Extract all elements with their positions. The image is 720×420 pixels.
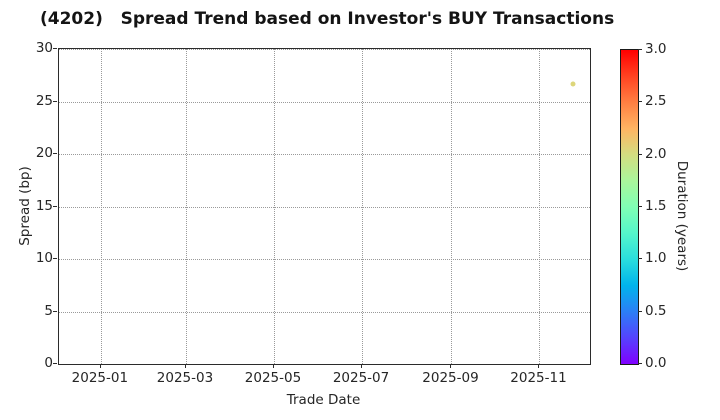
x-tick-mark	[361, 364, 363, 368]
colorbar-tick-mark	[638, 49, 642, 50]
x-tick-mark	[272, 364, 274, 368]
y-tick-label: 25	[35, 92, 53, 109]
x-axis-label: Trade Date	[286, 392, 361, 408]
x-tick-label: 2025-01	[71, 370, 129, 386]
y-tick-mark	[53, 310, 57, 312]
colorbar-tick-mark	[638, 101, 642, 103]
colorbar-tick-mark	[638, 363, 642, 364]
colorbar-tick-label: 1.5	[645, 198, 667, 214]
y-tick-label: 10	[35, 250, 53, 266]
data-point	[570, 81, 576, 87]
y-tick-mark	[53, 258, 57, 259]
y-tick-mark	[53, 363, 57, 364]
x-tick-label: 2025-09	[422, 370, 479, 386]
y-gridline	[59, 49, 590, 50]
colorbar-tick-label: 0.5	[645, 302, 667, 319]
colorbar-tick-mark	[638, 310, 642, 312]
x-tick-label: 2025-05	[244, 370, 302, 386]
y-tick-label: 0	[44, 355, 53, 371]
colorbar-tick-label: 1.0	[645, 250, 667, 267]
y-tick-label: 20	[35, 145, 53, 161]
colorbar-tick-label: 2.0	[645, 145, 667, 162]
x-tick-label: 2025-03	[156, 370, 214, 386]
colorbar-gradient	[620, 49, 639, 365]
y-tick-label: 5	[44, 302, 53, 319]
colorbar-tick-label: 3.0	[645, 41, 667, 57]
x-tick-mark	[184, 364, 186, 368]
colorbar-axis-label: Duration (years)	[674, 160, 690, 272]
chart-title: (4202) Spread Trend based on Investor's …	[40, 9, 615, 29]
colorbar-tick-mark	[638, 153, 642, 155]
y-tick-mark	[53, 153, 57, 154]
x-tick-mark	[538, 364, 540, 368]
colorbar-tick-mark	[638, 258, 642, 260]
x-tick-mark	[450, 364, 452, 368]
y-tick-mark	[53, 48, 57, 49]
y-gridline	[59, 101, 590, 103]
y-gridline	[59, 311, 590, 313]
x-tick-label: 2025-07	[332, 370, 390, 386]
y-gridline	[59, 154, 590, 155]
y-tick-mark	[53, 205, 57, 207]
y-gridline	[59, 259, 590, 260]
y-tick-label: 15	[35, 197, 53, 214]
y-gridline	[59, 206, 590, 208]
y-tick-mark	[53, 100, 57, 102]
x-tick-mark	[99, 364, 101, 368]
plot-area	[58, 48, 591, 365]
colorbar-tick-label: 0.0	[645, 355, 667, 371]
y-tick-label: 30	[35, 40, 53, 56]
colorbar-tick-mark	[638, 206, 642, 207]
x-tick-label: 2025-11	[510, 370, 567, 386]
colorbar-tick-label: 2.5	[645, 93, 667, 110]
